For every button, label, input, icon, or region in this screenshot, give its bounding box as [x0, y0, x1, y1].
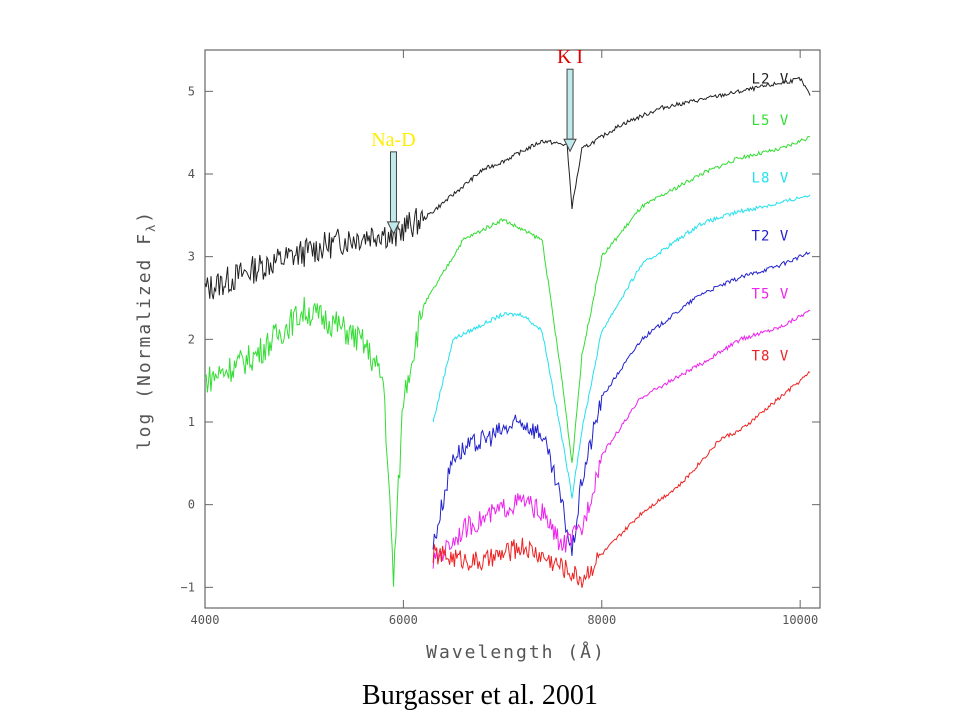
series-line-l8-v	[432, 194, 811, 499]
y-tick-label-4: 3	[188, 250, 195, 264]
x-tick-label-0: 4000	[191, 613, 220, 627]
y-axis-label-close: )	[134, 210, 155, 223]
y-axis-label: log (Normalized Fλ)	[134, 210, 158, 450]
series-line-t8-v	[432, 371, 811, 588]
y-tick-label-6: 5	[188, 84, 195, 98]
x-tick-label-2: 8000	[587, 613, 616, 627]
annotation-arrow-head-1	[563, 138, 577, 153]
y-tick-label-0: −1	[181, 580, 195, 594]
series-label-l8-v: L8 V	[752, 171, 790, 187]
series-label-l2-v: L2 V	[752, 71, 790, 87]
y-tick-label-5: 4	[188, 167, 195, 181]
series-label-l5-v: L5 V	[752, 113, 790, 129]
x-tick-label-1: 6000	[389, 613, 418, 627]
series-line-t5-v	[432, 309, 811, 569]
series-line-t2-v	[432, 251, 811, 556]
y-axis-label-main: log (Normalized F	[134, 232, 155, 450]
annotation-arrow-head-0	[386, 221, 401, 235]
x-tick-label-3: 10000	[782, 613, 818, 627]
plot-area: 4000 6000 8000 10000 −1 0 1 2 3 4 5 L2 V L5 V L8 V T2 …	[181, 46, 821, 627]
series-line-l5-v	[204, 135, 811, 587]
y-tick-label-3: 2	[188, 332, 195, 346]
annotation-label-1: K I	[557, 46, 583, 68]
y-axis-label-sub: λ	[144, 223, 158, 232]
citation-caption: Burgasser et al. 2001	[362, 680, 598, 711]
annotation-arrow-shaft-0	[389, 151, 397, 223]
annotation-arrow-shaft-1	[566, 68, 574, 140]
y-tick-label-2: 1	[188, 415, 195, 429]
series-label-t2-v: T2 V	[752, 229, 790, 245]
series-line-l2-v	[204, 76, 811, 300]
series-label-t5-v: T5 V	[752, 286, 790, 302]
annotation-label-0: Na-D	[371, 129, 415, 151]
y-tick-label-1: 0	[188, 498, 195, 512]
x-axis-label: Wavelength (Å)	[426, 641, 606, 663]
plot-frame	[204, 49, 821, 609]
series-label-t8-v: T8 V	[752, 348, 790, 364]
